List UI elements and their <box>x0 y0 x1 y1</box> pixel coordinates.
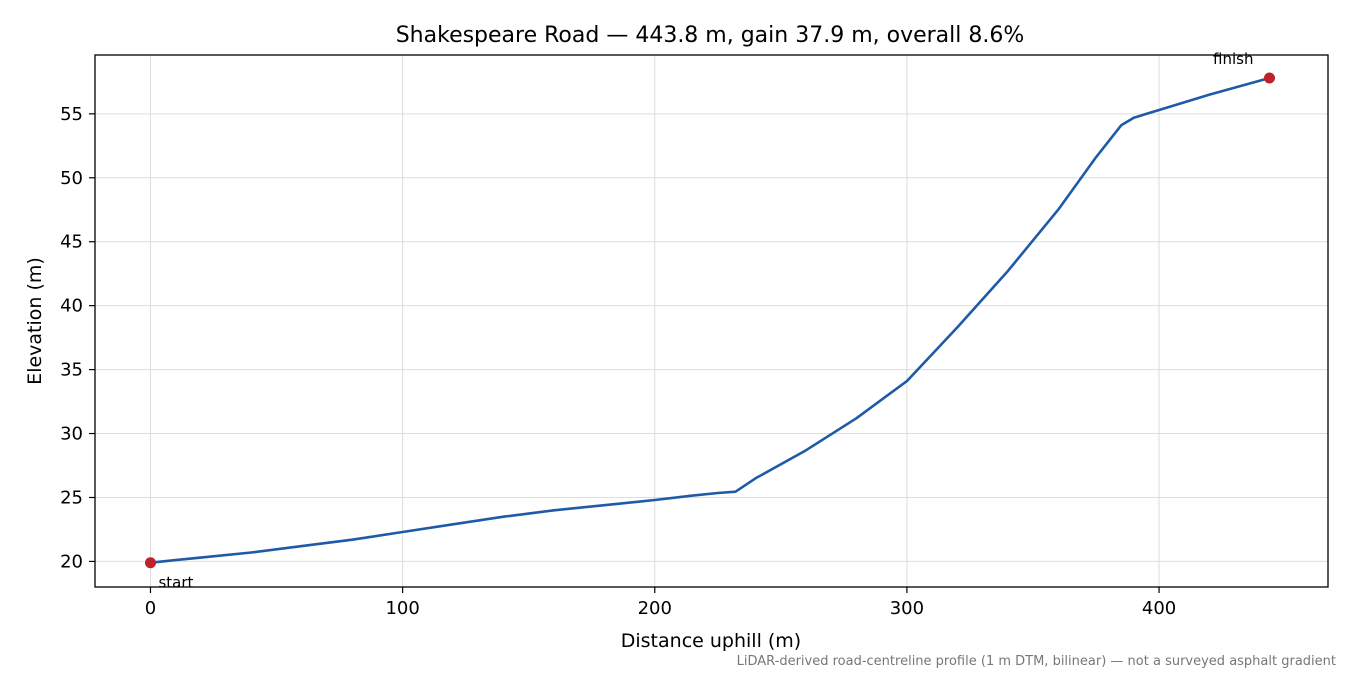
y-tick-label: 20 <box>60 551 83 572</box>
chart-title: Shakespeare Road — 443.8 m, gain 37.9 m,… <box>396 23 1025 48</box>
x-tick-label: 400 <box>1142 598 1176 619</box>
grid-lines <box>95 55 1328 587</box>
y-axis-label: Elevation (m) <box>24 257 46 385</box>
axis-ticks: 0 100 200 300 400 20 25 30 35 40 45 50 55 <box>60 104 1176 619</box>
y-tick-label: 50 <box>60 168 83 189</box>
x-tick-label: 0 <box>145 598 156 619</box>
finish-label: finish <box>1213 50 1253 68</box>
y-tick-label: 25 <box>60 487 83 508</box>
x-tick-label: 100 <box>385 598 419 619</box>
finish-marker <box>1264 72 1276 84</box>
x-tick-label: 200 <box>638 598 672 619</box>
start-label: start <box>158 574 193 592</box>
start-marker <box>144 557 156 569</box>
y-tick-label: 40 <box>60 296 83 317</box>
x-axis-label: Distance uphill (m) <box>621 630 801 652</box>
y-tick-label: 45 <box>60 232 83 253</box>
plot-frame <box>94 54 1329 588</box>
footnote: LiDAR-derived road-centreline profile (1… <box>737 654 1336 669</box>
y-tick-label: 55 <box>60 104 83 125</box>
marker-layer: start finish <box>144 50 1276 592</box>
y-tick-label: 30 <box>60 424 83 445</box>
elevation-profile-line <box>149 76 1271 564</box>
x-tick-label: 300 <box>890 598 924 619</box>
y-tick-label: 35 <box>60 360 83 381</box>
series-layer <box>149 76 1271 564</box>
